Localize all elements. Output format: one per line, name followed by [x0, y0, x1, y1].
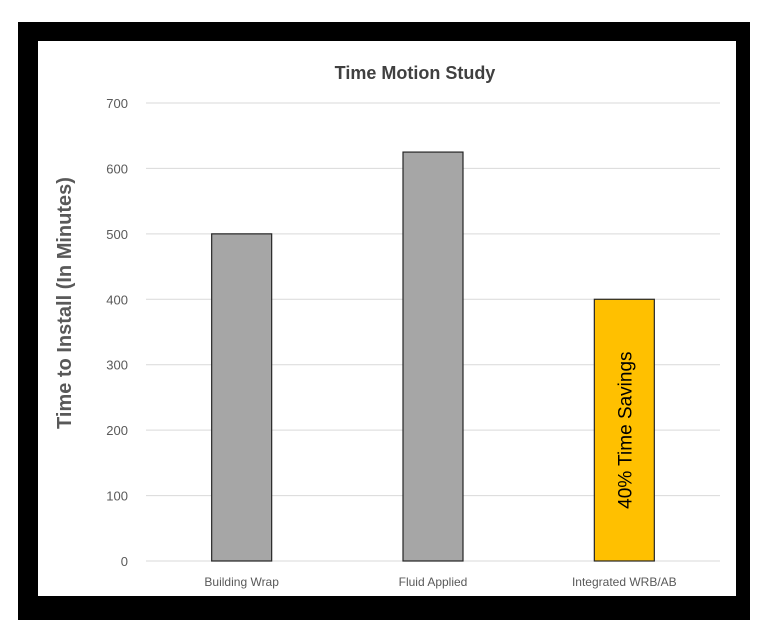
- x-tick-labels: Building Wrap Fluid Applied Integrated WRB…: [204, 575, 676, 589]
- y-tick-label: 300: [106, 358, 128, 373]
- y-tick-label: 0: [121, 554, 128, 569]
- x-tick-label: Integrated WRB/AB: [572, 575, 677, 589]
- x-tick-label: Building Wrap: [204, 575, 279, 589]
- y-axis-label: Time to Install (In Minutes): [54, 177, 76, 429]
- y-tick-label: 600: [106, 161, 128, 176]
- y-tick-label: 500: [106, 227, 128, 242]
- y-tick-label: 100: [106, 489, 128, 504]
- y-tick-label: 400: [106, 292, 128, 307]
- bar: [593, 298, 655, 562]
- bar: [402, 151, 464, 562]
- bar-annotation: 40% Time Savings: [615, 351, 636, 508]
- chart-title: Time Motion Study: [335, 63, 496, 83]
- x-tick-label: Fluid Applied: [399, 575, 468, 589]
- bar: [211, 233, 273, 562]
- annotations: 40% Time Savings: [615, 351, 636, 508]
- y-tick-label: 200: [106, 423, 128, 438]
- y-tick-labels: 0 100 200 300 400 500 600 700: [106, 96, 128, 569]
- y-tick-label: 700: [106, 96, 128, 111]
- bars: [211, 151, 655, 562]
